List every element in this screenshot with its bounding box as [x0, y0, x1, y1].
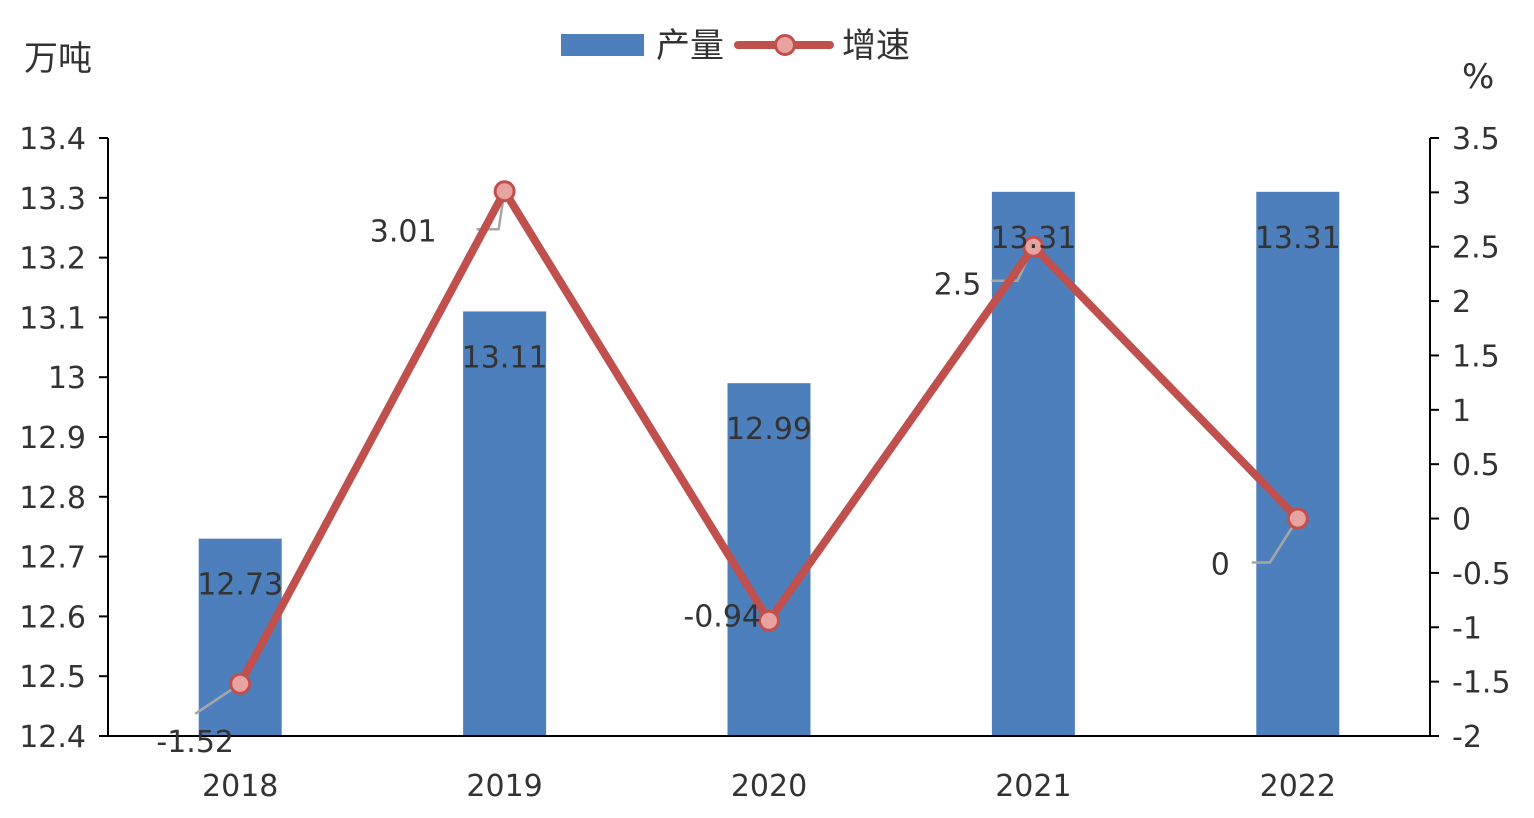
right-tick-label: -2 [1452, 720, 1482, 755]
line-marker-2021 [1022, 235, 1045, 258]
right-tick-label: -0.5 [1452, 557, 1511, 592]
bar-2019 [463, 311, 547, 736]
right-tick-label: 1.5 [1452, 339, 1500, 374]
legend: 产量 增速 [561, 26, 910, 66]
line-series [229, 180, 1309, 695]
left-tick-label: 13.4 [19, 122, 86, 157]
line-value-label: -0.94 [683, 600, 761, 635]
legend-label-bar: 产量 [656, 26, 724, 66]
x-tick-label: 2019 [466, 769, 542, 804]
left-tick-label: 13.1 [19, 301, 86, 336]
left-tick-label: 12.8 [19, 481, 86, 516]
right-tick-label: 0 [1452, 503, 1471, 538]
bar-value-label: 13.11 [462, 340, 548, 375]
data-labels: 12.73 13.11 12.99 13.31 13.31 -1.52 3.01 -0.94 2… [156, 214, 1340, 760]
right-tick-label: -1.5 [1452, 666, 1511, 701]
right-axis: -2 -1.5 -1 -0.5 0 0.5 1 1.5 2 2.5 3 3.5 [1429, 122, 1511, 755]
right-tick-label: -1 [1452, 611, 1482, 646]
left-tick-label: 13.3 [19, 182, 86, 217]
left-tick-label: 12.9 [19, 421, 86, 456]
left-tick-label: 12.4 [19, 720, 86, 755]
bar-series [198, 191, 1340, 736]
left-tick-label: 13 [48, 361, 86, 396]
bar-value-label: 13.31 [1255, 221, 1341, 256]
line-value-label: -1.52 [156, 725, 234, 760]
line-marker-2022 [1286, 507, 1309, 530]
left-axis-unit: 万吨 [24, 39, 92, 79]
x-tick-label: 2022 [1260, 769, 1336, 804]
line-marker-2018 [229, 672, 252, 695]
legend-label-line: 增速 [842, 26, 910, 66]
leader-line [1251, 517, 1299, 564]
left-tick-label: 13.2 [19, 242, 86, 277]
left-tick-label: 12.5 [19, 660, 86, 695]
x-axis: 2018 2019 2020 2021 2022 [108, 735, 1430, 804]
line-marker-2019 [493, 180, 516, 203]
x-tick-label: 2021 [995, 769, 1071, 804]
legend-swatch-bar [561, 34, 644, 56]
bar-2022 [1256, 191, 1340, 736]
right-axis-unit: % [1462, 57, 1494, 97]
bar-2020 [727, 383, 811, 736]
bar-value-label: 13.31 [990, 221, 1076, 256]
left-tick-label: 12.6 [19, 600, 86, 635]
right-tick-label: 2.5 [1452, 231, 1500, 266]
bar-value-label: 12.73 [197, 568, 283, 603]
right-tick-label: 3 [1452, 176, 1471, 211]
x-tick-label: 2018 [202, 769, 278, 804]
line-value-label: 3.01 [370, 214, 437, 249]
right-tick-label: 0.5 [1452, 448, 1500, 483]
right-tick-label: 3.5 [1452, 122, 1500, 157]
line-value-label: 2.5 [934, 268, 982, 303]
right-tick-label: 2 [1452, 285, 1471, 320]
x-tick-label: 2020 [731, 769, 807, 804]
bar-value-label: 12.99 [726, 412, 812, 447]
line-marker-2020 [758, 609, 780, 632]
legend-swatch-marker [774, 34, 796, 56]
line-value-label: 0 [1211, 548, 1230, 583]
left-tick-label: 12.7 [19, 541, 86, 576]
left-axis: 12.4 12.5 12.6 12.7 12.8 12.9 13 13.1 13.2 13.3 13… [19, 122, 109, 755]
right-tick-label: 1 [1452, 394, 1471, 429]
